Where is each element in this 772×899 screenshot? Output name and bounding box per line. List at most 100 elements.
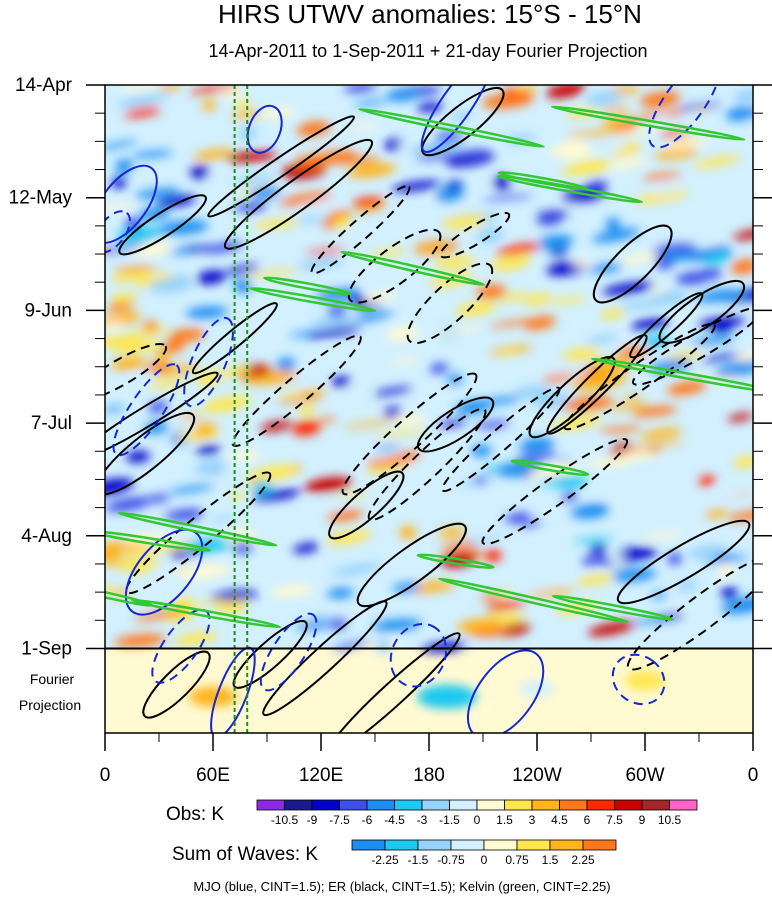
anomaly-patch bbox=[607, 158, 648, 170]
anomaly-patch bbox=[333, 217, 352, 228]
er-contour bbox=[223, 138, 374, 250]
anomaly-patch bbox=[609, 402, 649, 411]
obs-colorbar-label: 7.5 bbox=[606, 813, 623, 827]
er-contour bbox=[592, 224, 673, 304]
anomaly-patch bbox=[230, 111, 269, 119]
anomaly-patch bbox=[129, 373, 153, 382]
anomaly-patch bbox=[143, 363, 173, 373]
anomaly-patch bbox=[292, 543, 320, 554]
anomaly-patch bbox=[162, 339, 185, 353]
anomaly-patch bbox=[349, 124, 381, 131]
waves-colorbar-label: 1.5 bbox=[542, 853, 559, 867]
anomaly-patch bbox=[609, 443, 634, 451]
kelvin-contour bbox=[416, 553, 495, 569]
obs-colorbar-swatch bbox=[531, 799, 560, 811]
anomaly-patch bbox=[341, 388, 369, 401]
anomaly-patch bbox=[455, 301, 497, 317]
waves-colorbar-swatch bbox=[351, 839, 386, 851]
anomaly-patch bbox=[155, 365, 200, 375]
anomaly-patch bbox=[270, 584, 314, 598]
anomaly-patch bbox=[504, 512, 531, 525]
kelvin-contour bbox=[130, 598, 282, 629]
mjo-contour bbox=[420, 85, 493, 153]
anomaly-patch bbox=[572, 260, 594, 267]
anomaly-patch bbox=[253, 218, 301, 229]
obs-colorbar-swatch bbox=[256, 799, 285, 811]
anomaly-patch bbox=[114, 634, 166, 647]
anomaly-patch bbox=[572, 374, 628, 390]
anomaly-patch bbox=[476, 228, 504, 243]
anomaly-patch bbox=[301, 497, 351, 511]
anomaly-patch bbox=[116, 93, 170, 108]
anomaly-patch bbox=[105, 545, 122, 561]
er-contour bbox=[232, 619, 308, 689]
anomaly-patch bbox=[415, 154, 460, 161]
anomaly-patch bbox=[730, 259, 753, 275]
anomaly-patch bbox=[124, 106, 161, 118]
anomaly-patch bbox=[532, 393, 571, 408]
anomaly-patch bbox=[442, 214, 488, 229]
er-contour bbox=[356, 522, 467, 608]
er-contour bbox=[439, 211, 511, 259]
obs-colorbar-swatch bbox=[421, 799, 450, 811]
anomaly-patch bbox=[664, 138, 712, 151]
anomaly-patch bbox=[111, 357, 147, 370]
obs-colorbar-label: -9 bbox=[307, 813, 318, 827]
waves-colorbar-swatch bbox=[549, 839, 584, 851]
projection-label-line2: Projection bbox=[19, 697, 81, 713]
anomaly-patch bbox=[106, 302, 134, 311]
obs-colorbar-label: -3 bbox=[417, 813, 428, 827]
anomaly-patch bbox=[338, 156, 380, 164]
anomaly-patch bbox=[523, 293, 553, 306]
anomaly-patch bbox=[215, 599, 248, 614]
anomaly-patch bbox=[202, 99, 217, 111]
anomaly-patch bbox=[473, 477, 488, 485]
obs-colorbar-swatch bbox=[366, 799, 395, 811]
obs-colorbar-label: 9 bbox=[639, 813, 646, 827]
anomaly-patch bbox=[433, 256, 476, 269]
anomaly-patch bbox=[588, 456, 637, 468]
anomaly-patch bbox=[189, 85, 239, 94]
er-contour bbox=[118, 194, 207, 256]
anomaly-patch bbox=[353, 99, 388, 106]
er-contour bbox=[341, 372, 478, 496]
chart-subtitle: 14-Apr-2011 to 1-Sep-2011 + 21-day Fouri… bbox=[208, 41, 647, 61]
er-contour bbox=[347, 228, 442, 304]
anomaly-patch bbox=[562, 347, 601, 361]
anomaly-patch bbox=[327, 305, 347, 317]
anomaly-patch bbox=[201, 396, 252, 413]
anomaly-patch bbox=[605, 217, 621, 231]
waves-colorbar: Sum of Waves: K -2.25 -1.5 -0.75 0 0.75 1.5 2.… bbox=[172, 839, 617, 867]
er-contour bbox=[125, 471, 272, 595]
anomaly-patch bbox=[169, 328, 206, 342]
anomaly-patch bbox=[369, 248, 407, 258]
anomaly-patch bbox=[364, 464, 416, 474]
y-tick-label: 14-Apr bbox=[15, 75, 73, 96]
kelvin-contour bbox=[497, 171, 588, 191]
anomaly-field bbox=[105, 85, 753, 733]
anomaly-patch bbox=[440, 542, 477, 552]
obs-colorbar-swatch bbox=[311, 799, 340, 811]
anomaly-patch bbox=[592, 228, 640, 243]
anomaly-patch bbox=[294, 621, 334, 630]
anomaly-patch bbox=[327, 210, 353, 217]
anomaly-patch bbox=[299, 199, 342, 212]
anomaly-patch bbox=[660, 250, 684, 261]
anomaly-patch bbox=[495, 243, 541, 256]
anomaly-patch bbox=[580, 554, 610, 566]
anomaly-patch bbox=[628, 440, 684, 451]
mjo-contour bbox=[648, 85, 721, 149]
anomaly-patch bbox=[630, 318, 669, 330]
er-contour bbox=[310, 184, 411, 275]
anomaly-patch bbox=[280, 391, 304, 398]
anomaly-blobs bbox=[105, 85, 753, 657]
anomaly-patch bbox=[147, 494, 170, 503]
er-contour bbox=[406, 262, 494, 345]
anomaly-patch bbox=[490, 255, 532, 271]
anomaly-patch bbox=[485, 549, 502, 563]
anomaly-patch bbox=[542, 373, 575, 383]
anomaly-patch bbox=[727, 509, 753, 522]
er-contour bbox=[528, 355, 616, 439]
x-tick-label: 60W bbox=[625, 765, 664, 786]
